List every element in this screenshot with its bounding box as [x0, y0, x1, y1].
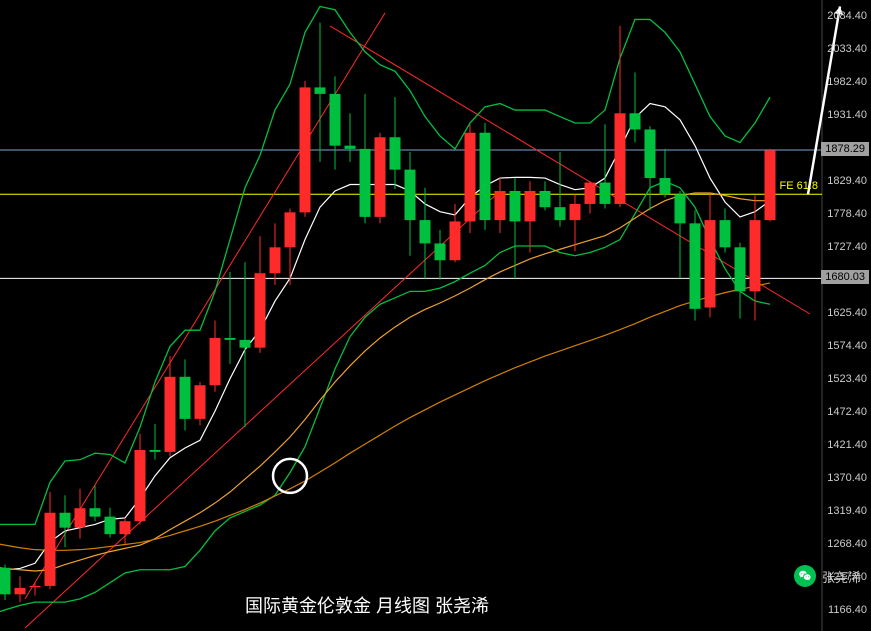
- yaxis-tick-label: 1319.40: [827, 505, 867, 517]
- yaxis-tick-label: 1166.40: [828, 604, 867, 616]
- yaxis-tick-label: 1727.40: [827, 241, 867, 253]
- yaxis-tick-label: 1421.40: [827, 439, 867, 451]
- price-tag: 1878.29: [821, 142, 869, 156]
- yaxis-tick-label: 1472.40: [827, 406, 867, 418]
- yaxis-tick-label: 2033.40: [827, 43, 867, 55]
- price-tag: 1680.03: [821, 270, 869, 284]
- yaxis-tick-label: 1829.40: [827, 175, 867, 187]
- chart-caption: 国际黄金伦敦金 月线图 张尧浠: [245, 592, 489, 618]
- yaxis-tick-label: 1982.40: [827, 76, 867, 88]
- yaxis-tick-label: 1625.40: [827, 307, 867, 319]
- yaxis-tick-label: 1523.40: [827, 373, 867, 385]
- fib-label: FE 61.8: [779, 180, 818, 192]
- yaxis-tick-label: 1931.40: [827, 109, 867, 121]
- candlestick-chart: [0, 0, 871, 631]
- yaxis-tick-label: 1268.40: [827, 538, 867, 550]
- yaxis-tick-label: 1217.40: [827, 571, 867, 583]
- yaxis-tick-label: 1778.40: [827, 208, 867, 220]
- wechat-icon: [794, 565, 816, 587]
- yaxis-tick-label: 1370.40: [827, 472, 867, 484]
- yaxis-tick-label: 1574.40: [827, 340, 867, 352]
- yaxis-tick-label: 2084.40: [827, 10, 867, 22]
